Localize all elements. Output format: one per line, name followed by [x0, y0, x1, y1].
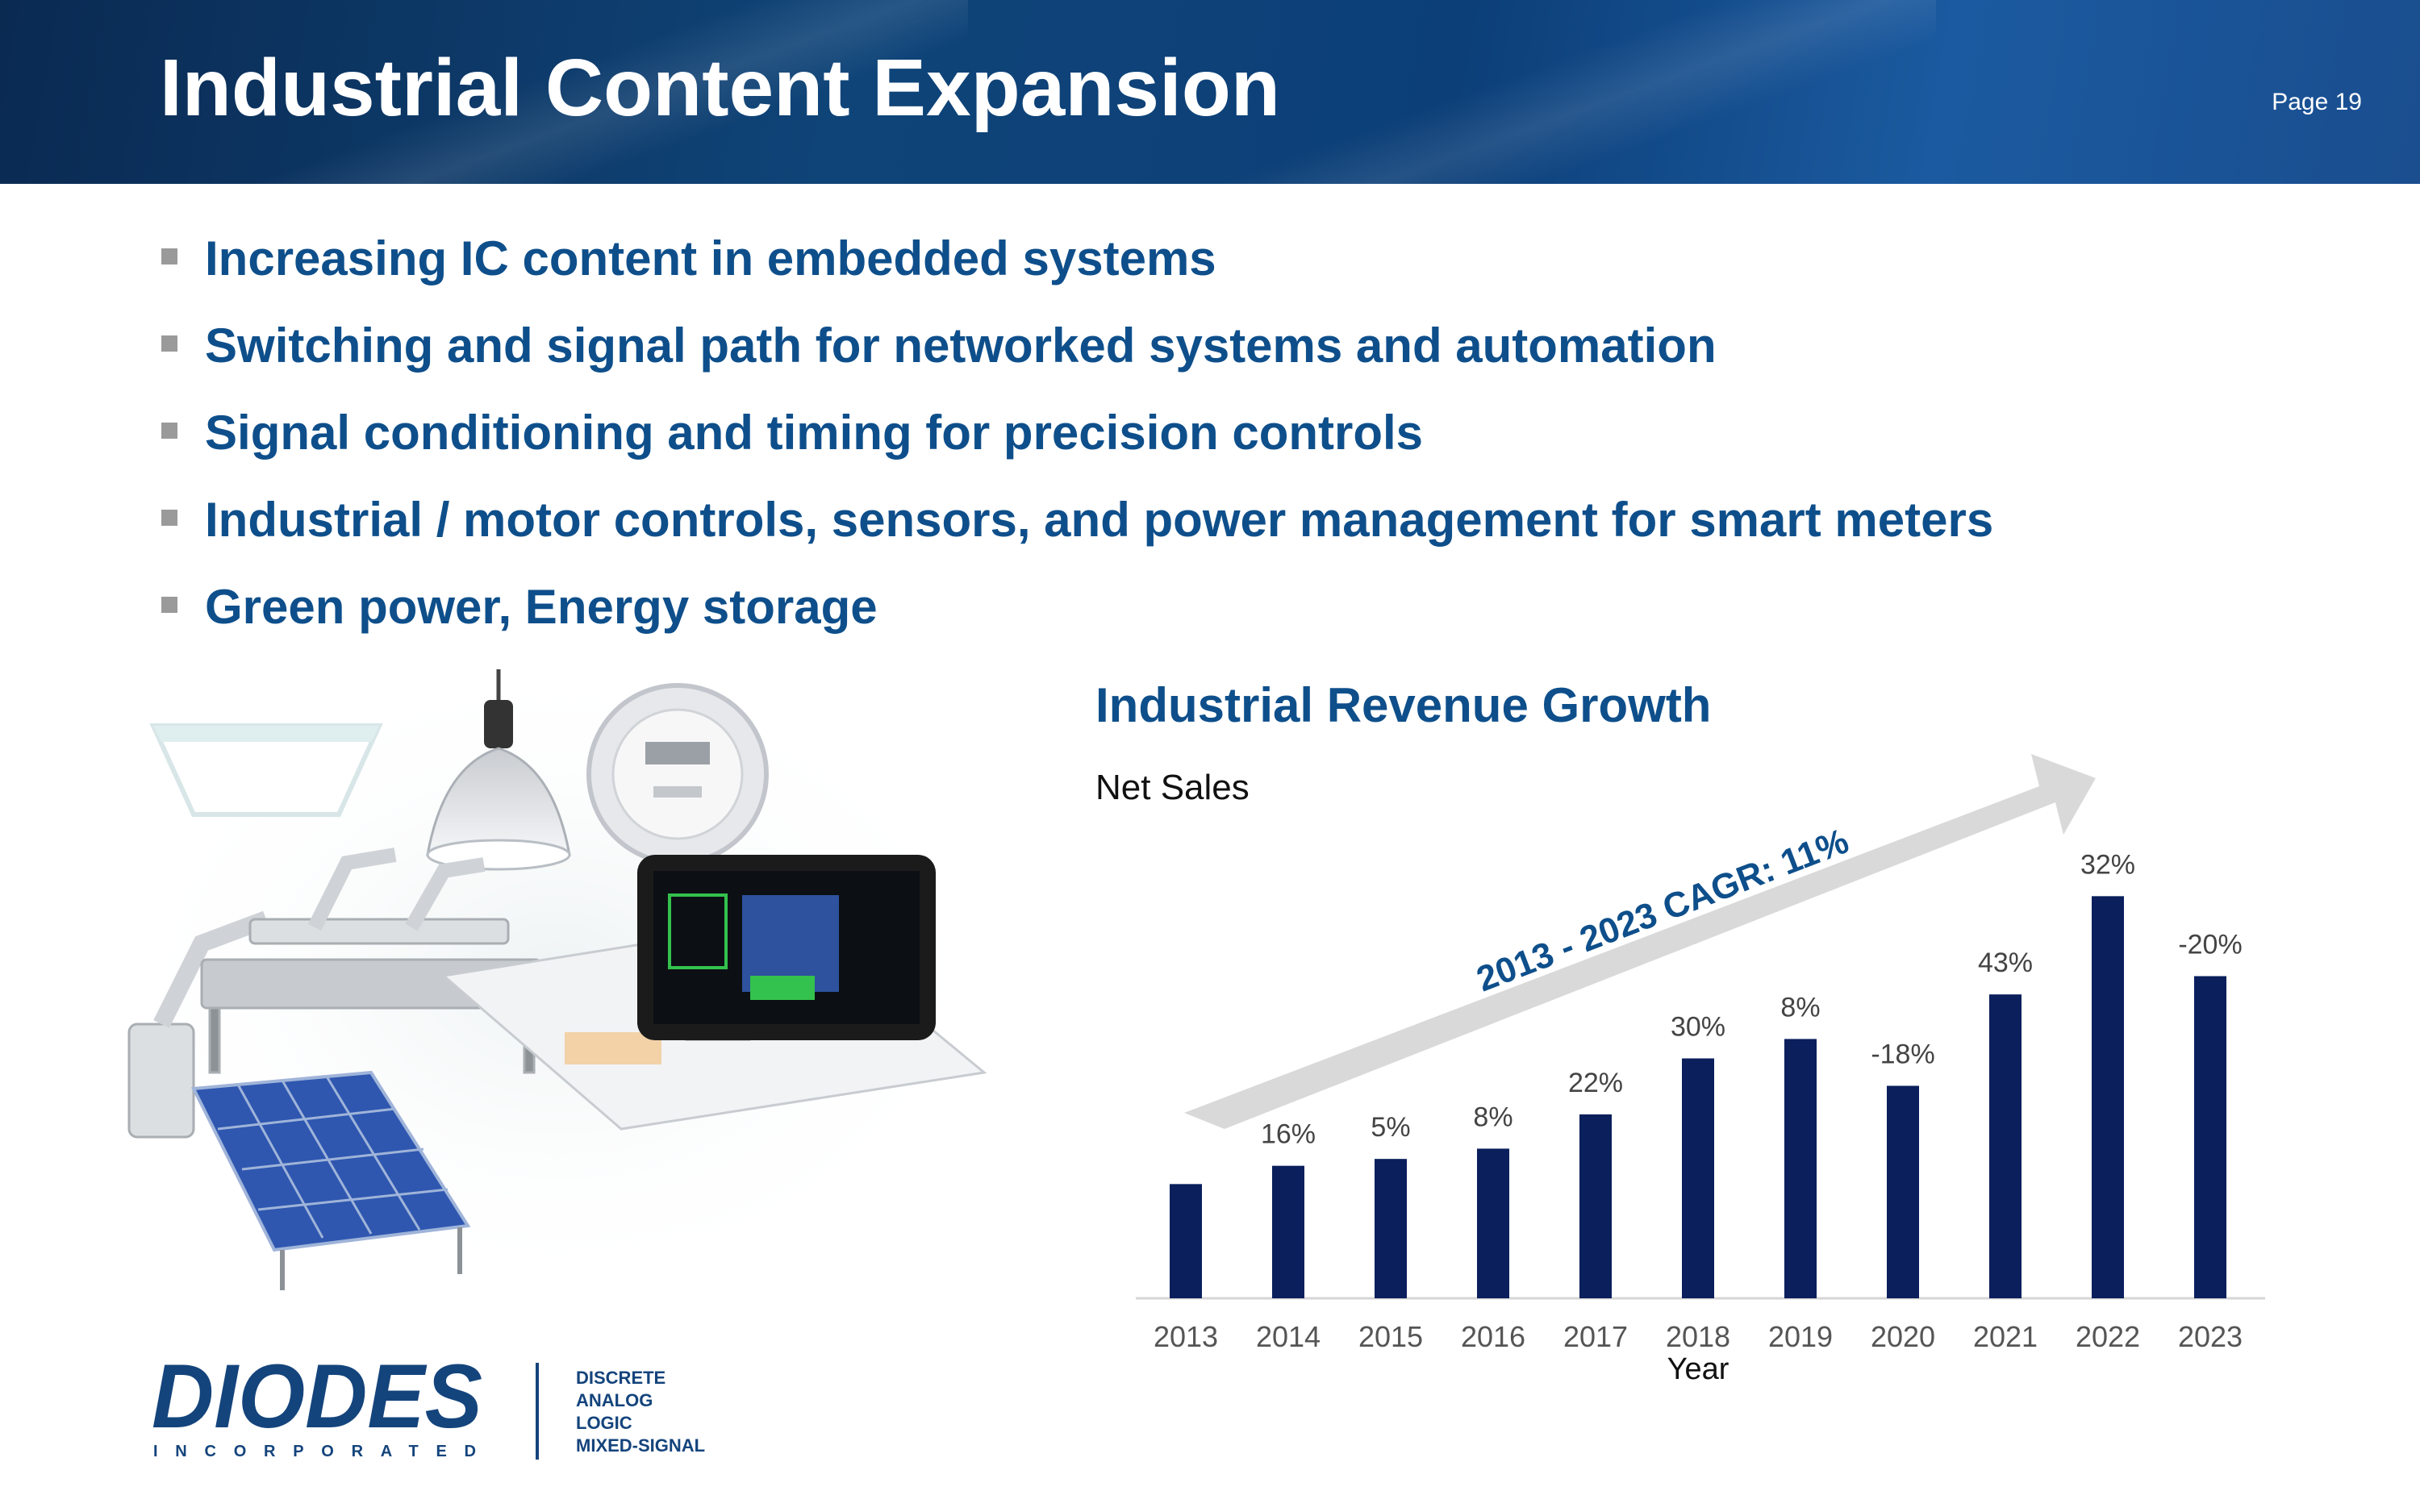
chart-subtitle: Net Sales — [1095, 768, 1250, 807]
header-decoration — [242, 0, 968, 184]
bullet-text: Green power, Energy storage — [205, 580, 878, 634]
bullet-item: Switching and signal path for networked … — [161, 308, 1993, 395]
x-tick-2023: 2023 — [2178, 1320, 2243, 1353]
bar-2016 — [1477, 1148, 1509, 1298]
revenue-bar-chart: 2013 - 2023 CAGR: 11% 2013 16% 2014 5% 2015 8… — [1136, 754, 2265, 1386]
x-tick-2019: 2019 — [1768, 1320, 1833, 1353]
bullet-marker-icon — [161, 597, 177, 613]
x-tick-2020: 2020 — [1871, 1320, 1935, 1353]
bar-2014 — [1272, 1165, 1304, 1298]
bullet-text: Industrial / motor controls, sensors, an… — [205, 493, 1994, 547]
logo-line: ANALOG — [576, 1390, 653, 1410]
industrial-illustration — [105, 653, 1008, 1298]
bar-2018 — [1682, 1058, 1714, 1298]
x-tick-2013: 2013 — [1154, 1320, 1218, 1353]
data-label-2018: 30% — [1671, 1012, 1725, 1043]
slide-title: Industrial Content Expansion — [160, 43, 1280, 133]
x-axis-label: Year — [1667, 1352, 1729, 1386]
bar-2020 — [1887, 1085, 1919, 1298]
data-label-2022: 32% — [2080, 849, 2135, 880]
bullet-marker-icon — [161, 423, 177, 439]
bar-2021 — [1989, 994, 2022, 1298]
bullet-marker-icon — [161, 248, 177, 264]
bullet-text: Increasing IC content in embedded system… — [205, 231, 1216, 285]
ceiling-panel-icon — [149, 723, 383, 817]
bullet-text: Switching and signal path for networked … — [205, 319, 1717, 373]
data-label-2023: -20% — [2178, 930, 2242, 960]
logo-line: MIXED-SIGNAL — [576, 1435, 705, 1456]
page-number: Page 19 — [2272, 89, 2362, 115]
data-label-2015: 5% — [1371, 1112, 1410, 1143]
x-tick-2021: 2021 — [1973, 1320, 2038, 1353]
monitor-screen-icon — [637, 855, 936, 1040]
robot-arms-icon — [127, 848, 542, 1139]
x-tick-2017: 2017 — [1563, 1320, 1628, 1353]
bullet-marker-icon — [161, 335, 177, 352]
bar-2022 — [2092, 896, 2124, 1298]
bar-2019 — [1784, 1039, 1817, 1298]
bar-2015 — [1375, 1159, 1407, 1298]
bar-2017 — [1579, 1114, 1612, 1298]
diodes-logo: DIODES INCORPORATED DISCRETE ANALOG LOGI… — [152, 1355, 705, 1460]
bullet-item: Signal conditioning and timing for preci… — [161, 395, 1993, 482]
bullet-item: Green power, Energy storage — [161, 569, 1993, 656]
x-tick-2014: 2014 — [1256, 1320, 1321, 1353]
data-label-2019: 8% — [1780, 992, 1820, 1023]
data-label-2016: 8% — [1473, 1102, 1512, 1132]
logo-line: LOGIC — [576, 1413, 632, 1433]
bullet-text: Signal conditioning and timing for preci… — [205, 406, 1424, 460]
x-tick-2022: 2022 — [2076, 1320, 2140, 1353]
header-banner: Industrial Content Expansion Page 19 — [0, 0, 2420, 184]
solar-panel-icon — [190, 1070, 471, 1290]
data-label-2017: 22% — [1568, 1068, 1623, 1098]
growth-arrow — [1184, 754, 2096, 1129]
x-tick-2016: 2016 — [1461, 1320, 1525, 1353]
x-tick-2018: 2018 — [1666, 1320, 1730, 1353]
logo-wordmark: DIODES — [152, 1355, 482, 1447]
bullet-item: Industrial / motor controls, sensors, an… — [161, 482, 1993, 569]
x-tick-2015: 2015 — [1358, 1320, 1423, 1353]
logo-line: DISCRETE — [576, 1368, 666, 1388]
bullet-marker-icon — [161, 510, 177, 526]
cagr-annotation: 2013 - 2023 CAGR: 11% — [1471, 821, 1854, 999]
bullet-list: Increasing IC content in embedded system… — [161, 221, 1993, 656]
data-label-2021: 43% — [1978, 948, 2033, 978]
bar-2013 — [1170, 1184, 1202, 1298]
bar-2023 — [2194, 976, 2226, 1298]
smart-meter-icon — [586, 683, 769, 865]
chart-title: Industrial Revenue Growth — [1095, 678, 1712, 732]
header-decoration — [1210, 0, 1936, 184]
bullet-item: Increasing IC content in embedded system… — [161, 221, 1993, 308]
data-label-2014: 16% — [1261, 1119, 1316, 1150]
data-label-2020: -18% — [1871, 1039, 1934, 1070]
